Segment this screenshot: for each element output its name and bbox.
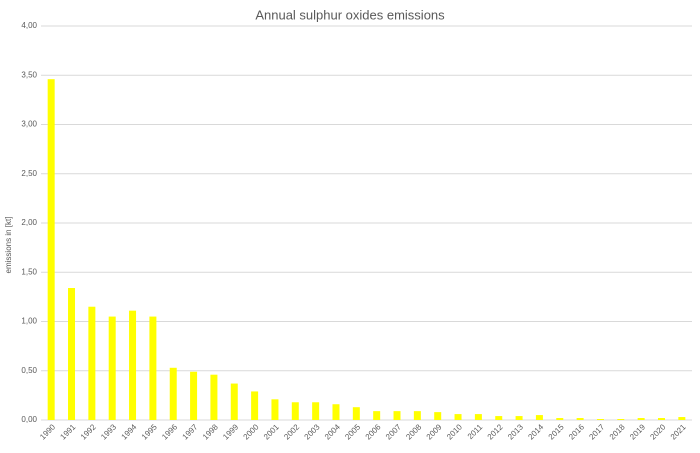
bar xyxy=(617,419,625,420)
x-tick-label: 2010 xyxy=(445,422,464,441)
bar xyxy=(271,399,279,420)
y-tick-label: 1,00 xyxy=(21,317,37,326)
bar xyxy=(291,402,299,420)
y-tick-label: 0,00 xyxy=(21,415,37,424)
bar xyxy=(210,374,218,420)
x-tick-label: 1995 xyxy=(140,422,159,441)
x-tick-label: 2006 xyxy=(364,422,383,441)
x-tick-label: 2018 xyxy=(608,422,627,441)
bar xyxy=(108,316,116,420)
bar xyxy=(576,418,584,420)
y-tick-label: 1,50 xyxy=(21,267,37,276)
x-tick-label: 1994 xyxy=(120,422,139,441)
x-tick-label: 2016 xyxy=(567,422,586,441)
x-tick-label: 1992 xyxy=(79,422,98,441)
bar xyxy=(230,383,238,420)
x-tick-label: 2001 xyxy=(262,422,281,441)
y-tick-label: 2,50 xyxy=(21,169,37,178)
bar xyxy=(434,412,442,420)
bar xyxy=(88,306,96,420)
bar xyxy=(393,411,401,420)
bar xyxy=(556,418,564,420)
bar xyxy=(515,416,523,420)
x-tick-label: 2007 xyxy=(384,422,403,441)
x-tick-label: 2009 xyxy=(425,422,444,441)
x-tick-label: 2008 xyxy=(404,422,423,441)
bar xyxy=(535,415,543,420)
bar xyxy=(312,402,320,420)
y-tick-label: 4,00 xyxy=(21,21,37,30)
y-tick-label: 2,00 xyxy=(21,218,37,227)
bar xyxy=(474,414,482,420)
chart-title: Annual sulphur oxides emissions xyxy=(255,7,445,22)
bar xyxy=(495,416,503,420)
bar xyxy=(47,79,55,420)
x-tick-label: 2021 xyxy=(669,422,688,441)
x-tick-label: 2002 xyxy=(282,422,301,441)
x-tick-label: 1993 xyxy=(99,422,118,441)
bar xyxy=(68,288,76,420)
y-tick-label: 3,00 xyxy=(21,120,37,129)
bar xyxy=(190,371,198,420)
x-tick-label: 2020 xyxy=(648,422,667,441)
bar xyxy=(332,404,340,420)
x-tick-label: 2017 xyxy=(587,422,606,441)
x-tick-label: 2011 xyxy=(466,422,485,441)
x-tick-label: 2005 xyxy=(343,422,362,441)
bar xyxy=(454,414,462,420)
bar xyxy=(637,418,645,420)
bar xyxy=(129,310,137,420)
bar xyxy=(373,411,381,420)
bar xyxy=(352,407,360,420)
y-axis-label: emissions in [kt] xyxy=(4,217,13,274)
x-tick-label: 1991 xyxy=(58,422,77,441)
x-tick-label: 2003 xyxy=(303,422,322,441)
bar xyxy=(596,419,604,420)
x-tick-label: 2015 xyxy=(547,422,566,441)
bar xyxy=(149,316,157,420)
x-tick-label: 2004 xyxy=(323,422,342,441)
x-tick-label: 2013 xyxy=(506,422,525,441)
x-tick-label: 1996 xyxy=(160,422,179,441)
x-tick-label: 1999 xyxy=(221,422,240,441)
x-tick-label: 2014 xyxy=(526,422,545,441)
x-tick-label: 1997 xyxy=(181,422,200,441)
bar xyxy=(678,417,686,420)
bar xyxy=(413,411,421,420)
bar xyxy=(251,391,259,420)
x-tick-label: 1990 xyxy=(38,422,57,441)
y-tick-label: 3,50 xyxy=(21,70,37,79)
bar xyxy=(657,418,665,420)
x-tick-label: 2012 xyxy=(486,422,505,441)
x-tick-label: 1998 xyxy=(201,422,220,441)
x-tick-label: 2019 xyxy=(628,422,647,441)
bar xyxy=(169,367,177,420)
x-tick-label: 2000 xyxy=(242,422,261,441)
y-tick-label: 0,50 xyxy=(21,366,37,375)
